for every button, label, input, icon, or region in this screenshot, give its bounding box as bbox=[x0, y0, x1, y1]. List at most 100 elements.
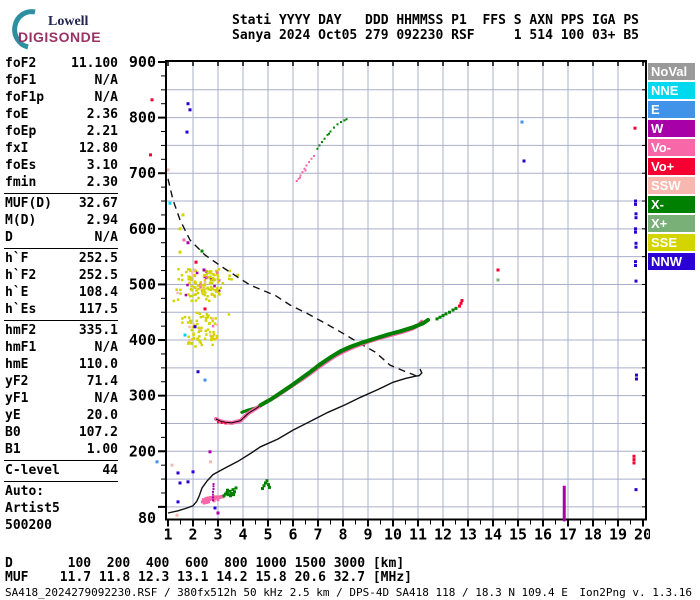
noise-sse-lower-fringe bbox=[192, 332, 195, 335]
noise-sse-upper-core bbox=[209, 272, 212, 275]
noise-sse-upper-core bbox=[216, 288, 219, 291]
x-tick-label: 3 bbox=[213, 526, 222, 544]
param-row: foF1 N/A bbox=[5, 72, 118, 89]
second-hop-x bbox=[329, 130, 332, 133]
param-row: h`Es 117.5 bbox=[5, 301, 118, 318]
es-trace-x-right bbox=[265, 479, 269, 483]
x-tick-label: 9 bbox=[363, 526, 372, 544]
param-row: Artist5 bbox=[5, 500, 118, 517]
param-label: h`Es bbox=[5, 302, 37, 317]
es-trace-o bbox=[208, 498, 211, 502]
noise-sse-upper-core bbox=[190, 288, 194, 292]
param-row: C-level 44 bbox=[5, 462, 118, 479]
legend-item-vo: Vo+ bbox=[648, 158, 695, 175]
nnw-right-edge bbox=[634, 245, 638, 249]
noise-sse-lower-fringe bbox=[187, 335, 190, 339]
noise-sse-upper-fringe bbox=[216, 271, 219, 274]
speck bbox=[520, 120, 524, 124]
noise-sse-upper-fringe bbox=[175, 288, 178, 291]
es-trace-x bbox=[232, 493, 235, 497]
noise-sse-upper-core bbox=[206, 295, 209, 298]
noise-sse-lower-core bbox=[197, 326, 200, 329]
noise-sse-lower-fringe bbox=[211, 334, 215, 338]
second-hop-x bbox=[345, 118, 348, 121]
es-trace-x-right bbox=[262, 484, 266, 488]
noise-sse-upper-core bbox=[199, 283, 202, 286]
noise-sse-upper-core bbox=[193, 274, 196, 278]
legend-item-nnw: NNW bbox=[648, 253, 695, 270]
x-trace-tail bbox=[438, 315, 442, 319]
noise-sse-upper-core bbox=[206, 286, 209, 290]
x-trace-tail-tip bbox=[460, 299, 464, 303]
param-row: 500200 bbox=[5, 517, 118, 534]
es-trace-o bbox=[205, 500, 209, 504]
noise-sse-lower-core bbox=[198, 328, 201, 332]
noise-sse-lower-core bbox=[196, 322, 199, 326]
noise-sse-upper-core bbox=[210, 281, 214, 285]
noise-sse-upper-core bbox=[209, 270, 213, 273]
noise-sse-upper-core bbox=[213, 294, 216, 297]
panel-divider bbox=[4, 320, 118, 321]
x-trace-tail-tip bbox=[459, 301, 463, 305]
second-hop-x bbox=[318, 144, 321, 147]
noise-sse-upper-core bbox=[195, 271, 199, 275]
speck bbox=[185, 130, 189, 134]
noise-sse-upper-fringe bbox=[207, 288, 210, 291]
f-trace-x bbox=[258, 318, 430, 408]
noise-sse-lower-core bbox=[204, 316, 208, 320]
second-hop-x bbox=[326, 133, 329, 136]
speck bbox=[633, 126, 637, 130]
es-trace-x bbox=[229, 494, 232, 498]
y-tick-label: 800 bbox=[129, 109, 156, 127]
nnw-right-edge bbox=[634, 264, 637, 268]
f-trace-o-start-red bbox=[220, 421, 223, 424]
noise-sse-upper-core bbox=[186, 283, 189, 287]
speck bbox=[182, 238, 186, 242]
nnw-right-edge bbox=[635, 377, 638, 381]
es-trace-o bbox=[207, 500, 210, 504]
noise-sse-lower-core bbox=[208, 330, 212, 334]
w-interference-line bbox=[562, 485, 566, 522]
noise-sse-lower-core bbox=[208, 322, 212, 325]
x-tick-label: 19 bbox=[609, 526, 627, 544]
noise-sse-lower-core bbox=[215, 337, 219, 341]
y-tick-label: 400 bbox=[129, 331, 156, 349]
noise-sse-upper-fringe bbox=[217, 268, 221, 271]
legend-item-e: E bbox=[648, 101, 695, 118]
noise-sse-upper-fringe bbox=[190, 299, 193, 303]
param-value: 117.5 bbox=[78, 302, 118, 317]
noise-sse-lower-fringe bbox=[198, 335, 201, 338]
x-trace-tail bbox=[451, 308, 455, 312]
es-trace-x bbox=[222, 494, 226, 498]
noise-sse-upper-core bbox=[217, 291, 221, 294]
second-hop-x bbox=[336, 123, 339, 126]
x-tick-label: 17 bbox=[559, 526, 577, 544]
param-label: foE bbox=[5, 107, 29, 122]
noise-sse-upper-core bbox=[213, 273, 216, 277]
noise-sse-upper-core bbox=[187, 293, 190, 296]
es-trace-w-spike bbox=[212, 499, 214, 502]
x-trace-tail bbox=[441, 314, 445, 318]
param-value: N/A bbox=[94, 90, 118, 105]
speck bbox=[216, 511, 220, 515]
second-hop-o bbox=[313, 154, 315, 157]
noise-sse-upper-core bbox=[190, 284, 193, 288]
param-label: hmE bbox=[5, 357, 29, 372]
noise-sse-upper-core bbox=[211, 277, 215, 280]
noise-sse-lower-core bbox=[198, 340, 202, 343]
y-tick-label: 500 bbox=[129, 275, 156, 293]
param-label: B0 bbox=[5, 425, 21, 440]
x-tick-label: 6 bbox=[288, 526, 297, 544]
legend-item-nne: NNE bbox=[648, 82, 695, 99]
param-label: hmF1 bbox=[5, 340, 37, 355]
param-label: foEs bbox=[5, 158, 37, 173]
second-hop-o bbox=[301, 171, 304, 174]
x-tick-label: 4 bbox=[238, 526, 247, 544]
noise-sse-upper-core bbox=[209, 288, 213, 292]
noise-sse-lower-core bbox=[210, 338, 213, 342]
noise-sse-upper-core bbox=[200, 290, 204, 294]
speck bbox=[176, 471, 180, 475]
speck bbox=[522, 159, 526, 163]
noise-sse-upper-fringe bbox=[193, 280, 197, 283]
nnw-right-edge bbox=[634, 241, 638, 245]
